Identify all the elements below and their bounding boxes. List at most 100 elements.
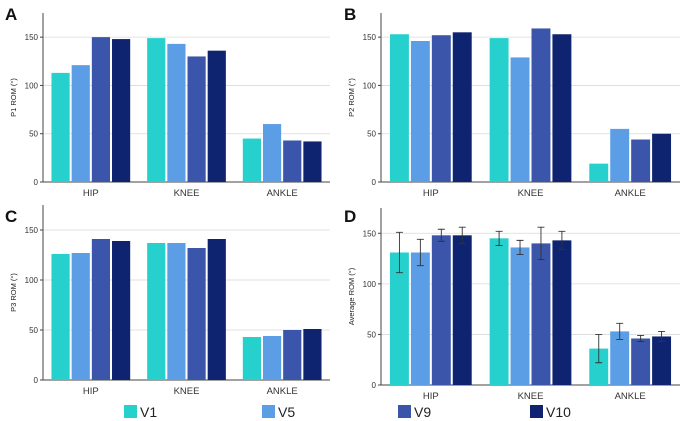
ytick-label-a-100: 100 — [25, 81, 39, 90]
bar-d-hip-v5 — [410, 252, 430, 385]
bar-d-hip-v1 — [389, 252, 409, 385]
ytick-label-c-50: 50 — [29, 326, 38, 335]
panel-letter-d: D — [344, 207, 356, 226]
xtick-label-d-ankle: ANKLE — [615, 391, 646, 402]
y-axis-title-a: P1 ROM (°) — [9, 78, 18, 117]
bar-c-knee-v5 — [167, 243, 186, 380]
bar-b-ankle-v9 — [631, 139, 651, 182]
error-bar-d-knee-v10 — [558, 230, 566, 250]
bar-a-knee-v5 — [167, 43, 186, 182]
error-bar-d-knee-v5 — [516, 239, 524, 255]
bar-d-ankle-v1 — [589, 348, 609, 385]
bar-d-ankle-v10 — [652, 336, 672, 385]
xtick-label-d-hip: HIP — [423, 391, 439, 402]
bar-b-hip-v1 — [389, 34, 409, 183]
xtick-label-b-hip: HIP — [423, 188, 439, 199]
legend-swatch-v9 — [398, 405, 411, 418]
bar-a-ankle-v5 — [262, 124, 282, 182]
error-bar-d-knee-v9 — [537, 226, 545, 261]
bar-b-hip-v9 — [431, 35, 451, 183]
ytick-label-b-0: 0 — [372, 178, 377, 187]
panel-letter-b: B — [344, 5, 356, 24]
bar-c-knee-v10 — [207, 239, 226, 380]
ytick-label-c-100: 100 — [25, 276, 39, 285]
bar-b-ankle-v10 — [652, 133, 672, 182]
bar-d-hip-v10 — [452, 235, 472, 385]
bar-c-knee-v9 — [187, 248, 206, 380]
ytick-label-b-100: 100 — [363, 81, 377, 90]
xtick-label-a-hip: HIP — [83, 188, 99, 199]
bar-b-knee-v10 — [552, 34, 572, 183]
ytick-label-a-150: 150 — [25, 33, 39, 42]
legend-label-v9: V9 — [414, 404, 431, 420]
error-bar-d-ankle-v5 — [616, 322, 624, 340]
bar-b-knee-v5 — [510, 57, 530, 183]
xtick-label-c-ankle: ANKLE — [267, 386, 298, 397]
bar-a-hip-v9 — [91, 37, 111, 183]
xtick-label-a-knee: KNEE — [174, 188, 200, 199]
bar-a-knee-v1 — [147, 38, 166, 183]
bar-c-ankle-v10 — [303, 329, 322, 380]
bar-c-knee-v1 — [147, 243, 166, 380]
ytick-label-c-150: 150 — [25, 226, 39, 235]
bar-c-hip-v1 — [51, 254, 70, 380]
error-bar-d-hip-v9 — [437, 228, 445, 242]
xtick-label-d-knee: KNEE — [518, 391, 544, 402]
panel-letter-a: A — [5, 5, 17, 24]
bar-c-hip-v5 — [71, 253, 90, 380]
bar-b-knee-v9 — [531, 28, 551, 182]
bar-d-knee-v5 — [510, 247, 530, 385]
bar-a-ankle-v1 — [242, 138, 261, 182]
y-axis-title-c: P3 ROM (°) — [9, 273, 18, 312]
bar-a-ankle-v9 — [283, 140, 302, 182]
bar-d-hip-v9 — [431, 235, 451, 385]
bar-b-ankle-v1 — [589, 163, 609, 182]
legend-label-v1: V1 — [140, 404, 157, 420]
xtick-label-b-ankle: ANKLE — [615, 188, 646, 199]
bar-b-ankle-v5 — [610, 128, 630, 182]
bar-a-hip-v5 — [71, 65, 90, 182]
error-bar-d-hip-v5 — [416, 238, 424, 267]
bar-a-knee-v9 — [187, 56, 206, 183]
error-bar-d-hip-v10 — [458, 226, 466, 244]
xtick-label-c-knee: KNEE — [174, 386, 200, 397]
xtick-label-c-hip: HIP — [83, 386, 99, 397]
bar-d-knee-v10 — [552, 240, 572, 385]
bar-d-ankle-v5 — [610, 331, 630, 385]
ytick-label-d-0: 0 — [372, 381, 377, 390]
bar-a-knee-v10 — [207, 50, 226, 182]
xtick-label-b-knee: KNEE — [518, 188, 544, 199]
bar-a-hip-v10 — [112, 39, 131, 183]
error-bar-d-ankle-v1 — [595, 333, 603, 364]
y-axis-title-b: P2 ROM (°) — [347, 78, 356, 117]
bar-d-knee-v1 — [489, 238, 509, 385]
bar-a-hip-v1 — [51, 72, 70, 182]
ytick-label-a-50: 50 — [29, 130, 38, 139]
y-axis-title-d: Average ROM (°) — [347, 267, 356, 325]
ytick-label-d-50: 50 — [367, 330, 376, 339]
panel-letter-c: C — [5, 207, 17, 226]
error-bar-d-hip-v1 — [395, 231, 403, 274]
error-bar-d-ankle-v10 — [658, 330, 666, 342]
error-bar-d-knee-v1 — [495, 230, 503, 246]
bar-c-hip-v9 — [91, 239, 111, 380]
bar-b-hip-v5 — [410, 41, 430, 183]
bar-a-ankle-v10 — [303, 141, 322, 182]
ytick-label-d-150: 150 — [363, 229, 377, 238]
bar-c-ankle-v5 — [262, 336, 282, 380]
legend-swatch-v5 — [262, 405, 275, 418]
xtick-label-a-ankle: ANKLE — [267, 188, 298, 199]
ytick-label-c-0: 0 — [34, 376, 39, 385]
ytick-label-b-50: 50 — [367, 130, 376, 139]
error-bar-d-ankle-v9 — [637, 334, 645, 342]
legend-swatch-v10 — [530, 405, 543, 418]
bar-c-hip-v10 — [112, 241, 131, 380]
ytick-label-a-0: 0 — [34, 178, 39, 187]
legend-swatch-v1 — [124, 405, 137, 418]
ytick-label-b-150: 150 — [363, 33, 377, 42]
bar-d-ankle-v9 — [631, 338, 651, 385]
bar-d-knee-v9 — [531, 243, 551, 385]
legend-label-v5: V5 — [278, 404, 295, 420]
ytick-label-d-100: 100 — [363, 280, 377, 289]
